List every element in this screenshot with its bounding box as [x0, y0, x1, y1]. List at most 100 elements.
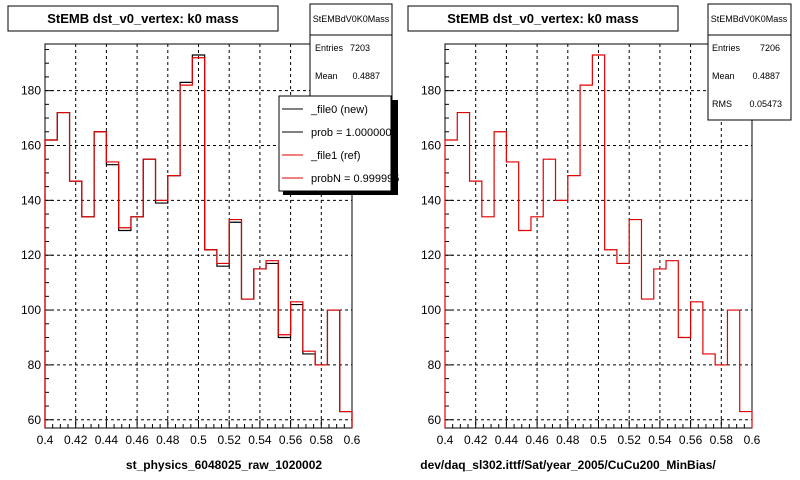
left-xtick-label: 0.46: [125, 433, 149, 447]
right-grid: [445, 44, 752, 428]
left-series-1-bin-point: [185, 84, 187, 86]
right-plot-frame: 0.4 0.42 0.44 0.46 0.48 0.5 0.52 0.54 0.56 0.58 0.…: [421, 43, 761, 447]
right-series-0-bin-point: [696, 301, 698, 303]
right-xtick-label: 0.4: [437, 433, 454, 447]
right-ytick-label: 180: [421, 84, 441, 98]
left-ytick-label: 80: [28, 358, 42, 372]
left-ytick-label: 140: [21, 193, 41, 207]
right-series-0-bin-point: [462, 111, 465, 114]
right-series-0-bin-point: [450, 139, 452, 141]
left-xtick-label: 0.48: [156, 433, 180, 447]
right-stats-frame: [707, 3, 792, 121]
right-xtick-label: 0.54: [648, 433, 672, 447]
right-stats-name: StEMBdV0K0Mass: [711, 14, 788, 24]
left-series-1-bin-point: [197, 57, 200, 59]
left-stats-mean-label: Mean: [315, 71, 338, 81]
left-series-1-bin-point: [345, 410, 347, 413]
left-series-1-bin-point: [148, 158, 150, 160]
right-stats-mean-value: 0.4887: [752, 71, 780, 81]
right-title-frame: [407, 5, 679, 32]
right-series-0-bin-point: [683, 336, 686, 339]
right-panel: 0.4 0.42 0.44 0.46 0.48 0.5 0.52 0.54 0.56 0.58 0.…: [407, 3, 792, 472]
right-xtick-label: 0.44: [495, 433, 519, 447]
right-ytick-label: 140: [421, 193, 441, 207]
right-series-0-bin-point: [597, 54, 600, 56]
right-series-0-bin-point: [610, 249, 612, 251]
right-title-box: StEMB dst_v0_vertex: k0 mass: [407, 5, 679, 32]
right-series-0-bin-point: [671, 260, 673, 262]
right-ytick-label: 120: [421, 248, 441, 262]
right-ticks: 0.4 0.42 0.44 0.46 0.48 0.5 0.52 0.54 0.56 0.58 0.…: [421, 48, 761, 447]
left-ytick-label: 180: [21, 84, 41, 98]
legend-frame: [278, 95, 392, 192]
left-series-1-bin-point: [259, 268, 261, 270]
left-grid: [45, 44, 352, 428]
right-xtick-label: 0.48: [556, 433, 580, 447]
right-series-0-bin-point: [548, 158, 550, 160]
left-stats-mean-value: 0.4887: [352, 71, 380, 81]
left-stats-name: StEMBdV0K0Mass: [313, 14, 390, 24]
left-stats-box: StEMBdV0K0Mass Entries 7203 Mean 0.4887: [309, 3, 393, 109]
left-series-1-bin-point: [124, 227, 126, 229]
left-x-axis-label: st_physics_6048025_raw_1020002: [126, 458, 322, 472]
left-series-1-bin-point: [283, 334, 286, 336]
left-xtick-label: 0.42: [64, 433, 88, 447]
right-series-0-bin-point: [659, 268, 661, 270]
left-series-1-bin-point: [99, 131, 101, 133]
right-stats-rms-value: 0.05473: [749, 99, 782, 109]
left-xtick-label: 0.5: [190, 433, 207, 447]
left-series-0-bin-point: [283, 336, 286, 339]
left-ytick-label: 60: [28, 413, 42, 427]
left-series-1-bin-point: [62, 111, 65, 114]
right-series-0-bin-point: [708, 353, 710, 355]
right-x-axis-label: dev/daq_sl302.ittf/Sat/year_2005/CuCu200…: [420, 458, 716, 472]
left-panel: 0.4 0.42 0.44 0.46 0.48 0.5 0.52 0.54 0.56 0.58 0.…: [7, 3, 399, 472]
left-series-0-bin-point: [222, 265, 224, 267]
right-ytick-label: 80: [428, 358, 442, 372]
left-series-1-bin-point: [75, 180, 77, 182]
left-series-0-bin-point: [111, 164, 114, 166]
left-series-1-bin-point: [234, 218, 236, 221]
left-series-0-bin-point: [197, 54, 200, 56]
left-title-frame: [7, 5, 279, 32]
right-xtick-label: 0.6: [744, 433, 761, 447]
right-series-0-bin-point: [585, 84, 587, 86]
left-series-1-bin-point: [161, 199, 163, 201]
left-chart-title: StEMB dst_v0_vertex: k0 mass: [47, 11, 239, 26]
right-series-0-bin-point: [647, 298, 649, 300]
left-xtick-label: 0.44: [95, 433, 119, 447]
right-xtick-label: 0.46: [525, 433, 549, 447]
right-series-0-bin-point: [622, 262, 624, 265]
left-series-0-bin-point: [308, 353, 310, 355]
right-series-group: [444, 54, 753, 428]
left-series-1-bin-point: [210, 249, 212, 251]
left-series-1-bin-point: [173, 175, 175, 177]
left-xtick-label: 0.4: [37, 433, 54, 447]
left-stats-frame: [309, 3, 393, 109]
right-stats-box: StEMBdV0K0Mass Entries 7206 Mean 0.4887 …: [707, 3, 792, 121]
left-series-0-bin-point: [296, 303, 298, 306]
left-stats-entries-value: 7203: [350, 43, 370, 53]
left-series-0-bin-point: [161, 202, 163, 204]
right-stats-rms-label: RMS: [712, 99, 732, 109]
left-series-1-bin-point: [111, 161, 114, 163]
legend-entry-prob: prob = 1.000000: [311, 127, 391, 139]
left-series-0-bin-point: [124, 229, 126, 232]
right-stats-entries-label: Entries: [712, 43, 741, 53]
left-series-1-bin-point: [222, 262, 224, 265]
right-xtick-label: 0.42: [464, 433, 488, 447]
right-series-0-bin-point: [524, 229, 526, 232]
right-series-0-bin-point: [536, 216, 538, 218]
left-xtick-label: 0.52: [218, 433, 242, 447]
left-ytick-label: 120: [21, 248, 41, 262]
left-legend: _file0 (new) prob = 1.000000 _file1 (ref…: [278, 95, 399, 195]
left-xtick-label: 0.56: [279, 433, 303, 447]
right-xtick-label: 0.56: [679, 433, 703, 447]
right-xtick-label: 0.58: [710, 433, 734, 447]
left-series-group: [44, 54, 353, 428]
right-ytick-label: 60: [428, 413, 442, 427]
right-series-0-bin-point: [573, 175, 575, 177]
right-series-0-bin-point: [720, 364, 722, 366]
right-ytick-label: 160: [421, 138, 441, 152]
